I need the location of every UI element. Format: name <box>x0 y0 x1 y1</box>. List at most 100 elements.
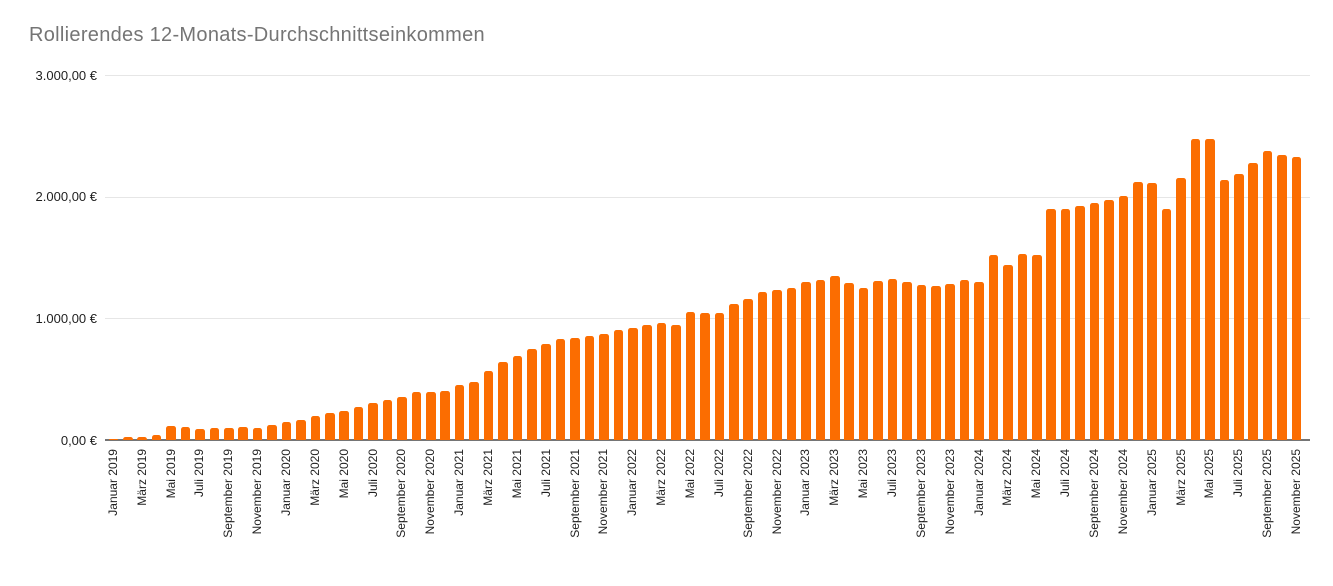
bar <box>916 284 927 440</box>
bar <box>296 419 306 440</box>
bar <box>815 279 826 440</box>
bar <box>1190 138 1201 440</box>
x-tick-label: September 2022 <box>740 449 755 538</box>
bar <box>1205 139 1215 440</box>
bar <box>1234 173 1244 440</box>
x-tick-label: Juli 2022 <box>711 449 726 498</box>
y-tick-label: 0,00 € <box>60 432 97 448</box>
x-tick-label: März 2022 <box>654 449 669 506</box>
x-tick-label: November 2021 <box>596 449 611 535</box>
bar <box>786 287 797 440</box>
bar <box>498 361 508 440</box>
bar <box>685 311 696 440</box>
x-tick-label: Januar 2019 <box>105 449 120 516</box>
bar <box>671 325 681 440</box>
x-tick-label: Januar 2022 <box>625 449 640 516</box>
bar <box>1262 150 1273 440</box>
gridline <box>105 75 1310 76</box>
bar <box>541 343 551 440</box>
y-tick-label: 3.000,00 € <box>35 67 97 83</box>
x-tick-label: Mai 2022 <box>683 449 697 499</box>
bar <box>1075 206 1085 440</box>
x-tick-label: Januar 2020 <box>278 449 293 516</box>
x-tick-label: Januar 2025 <box>1144 449 1159 516</box>
x-tick-label: Mai 2023 <box>856 449 871 499</box>
bar <box>873 281 883 440</box>
bar <box>324 412 335 440</box>
x-tick-label: September 2020 <box>394 449 409 538</box>
bar <box>757 292 768 440</box>
bar <box>1219 180 1230 440</box>
x-tick-label: Mai 2025 <box>1202 449 1217 499</box>
bar <box>902 282 912 440</box>
bar <box>1089 202 1100 440</box>
bar <box>512 356 523 440</box>
x-tick-label: Juli 2024 <box>1058 449 1073 498</box>
bar <box>1032 255 1042 440</box>
bar <box>122 437 133 440</box>
x-tick-label: September 2024 <box>1087 449 1102 538</box>
x-tick-label: Mai 2021 <box>509 449 524 499</box>
x-tick-label: November 2023 <box>942 449 957 535</box>
bar <box>1046 208 1057 440</box>
bar <box>1161 208 1172 440</box>
bar <box>945 283 956 440</box>
x-tick-label: März 2025 <box>1173 449 1188 506</box>
x-tick-label: März 2023 <box>827 449 842 506</box>
bar <box>281 422 292 440</box>
x-tick-label: Juli 2019 <box>192 449 207 498</box>
x-tick-label: Januar 2023 <box>798 449 813 516</box>
bar <box>483 370 494 440</box>
bar <box>627 328 638 440</box>
bar <box>151 435 162 440</box>
gridline <box>105 196 1310 198</box>
bar <box>339 411 349 440</box>
bar <box>728 304 739 440</box>
bar <box>830 276 840 440</box>
x-tick-label: Mai 2024 <box>1029 449 1044 499</box>
bar <box>844 282 855 440</box>
bar <box>700 313 710 440</box>
x-tick-label: September 2021 <box>567 449 582 538</box>
bar <box>1277 154 1287 440</box>
bar <box>180 427 191 440</box>
bar <box>195 429 205 440</box>
bar <box>223 427 234 440</box>
x-tick-label: Juli 2021 <box>538 449 553 498</box>
bar <box>252 427 263 440</box>
x-tick-label: März 2024 <box>1000 449 1015 506</box>
bar <box>801 282 811 440</box>
x-tick-label: Januar 2024 <box>971 449 986 516</box>
bar <box>1147 182 1158 440</box>
x-tick-label: Januar 2021 <box>452 449 467 516</box>
bar <box>1003 264 1013 440</box>
x-tick-label: November 2022 <box>769 449 784 535</box>
bar <box>209 427 220 440</box>
bar <box>613 330 624 440</box>
bar <box>887 278 898 440</box>
x-tick-label: November 2019 <box>250 449 265 535</box>
bar <box>1104 200 1114 440</box>
x-tick-label: Juli 2023 <box>885 449 900 498</box>
bar <box>425 391 436 440</box>
bar <box>714 313 725 440</box>
bar <box>526 348 537 440</box>
bar <box>1133 182 1143 440</box>
bar <box>1248 162 1259 440</box>
bar <box>238 427 248 440</box>
x-tick-label: Juli 2020 <box>365 449 380 498</box>
x-tick-label: September 2023 <box>913 449 928 538</box>
bar <box>1060 208 1071 440</box>
bar <box>353 406 364 440</box>
x-tick-label: Mai 2019 <box>163 449 178 499</box>
x-tick-label: März 2019 <box>134 449 149 506</box>
bar <box>267 425 277 440</box>
y-tick-label: 1.000,00 € <box>35 310 97 326</box>
y-tick-label: 2.000,00 € <box>35 189 97 205</box>
bar <box>1118 196 1129 440</box>
bar <box>440 390 450 440</box>
bar <box>570 337 580 440</box>
chart-title: Rollierendes 12-Monats-Durchschnittseink… <box>29 24 485 46</box>
bar <box>1291 157 1302 440</box>
